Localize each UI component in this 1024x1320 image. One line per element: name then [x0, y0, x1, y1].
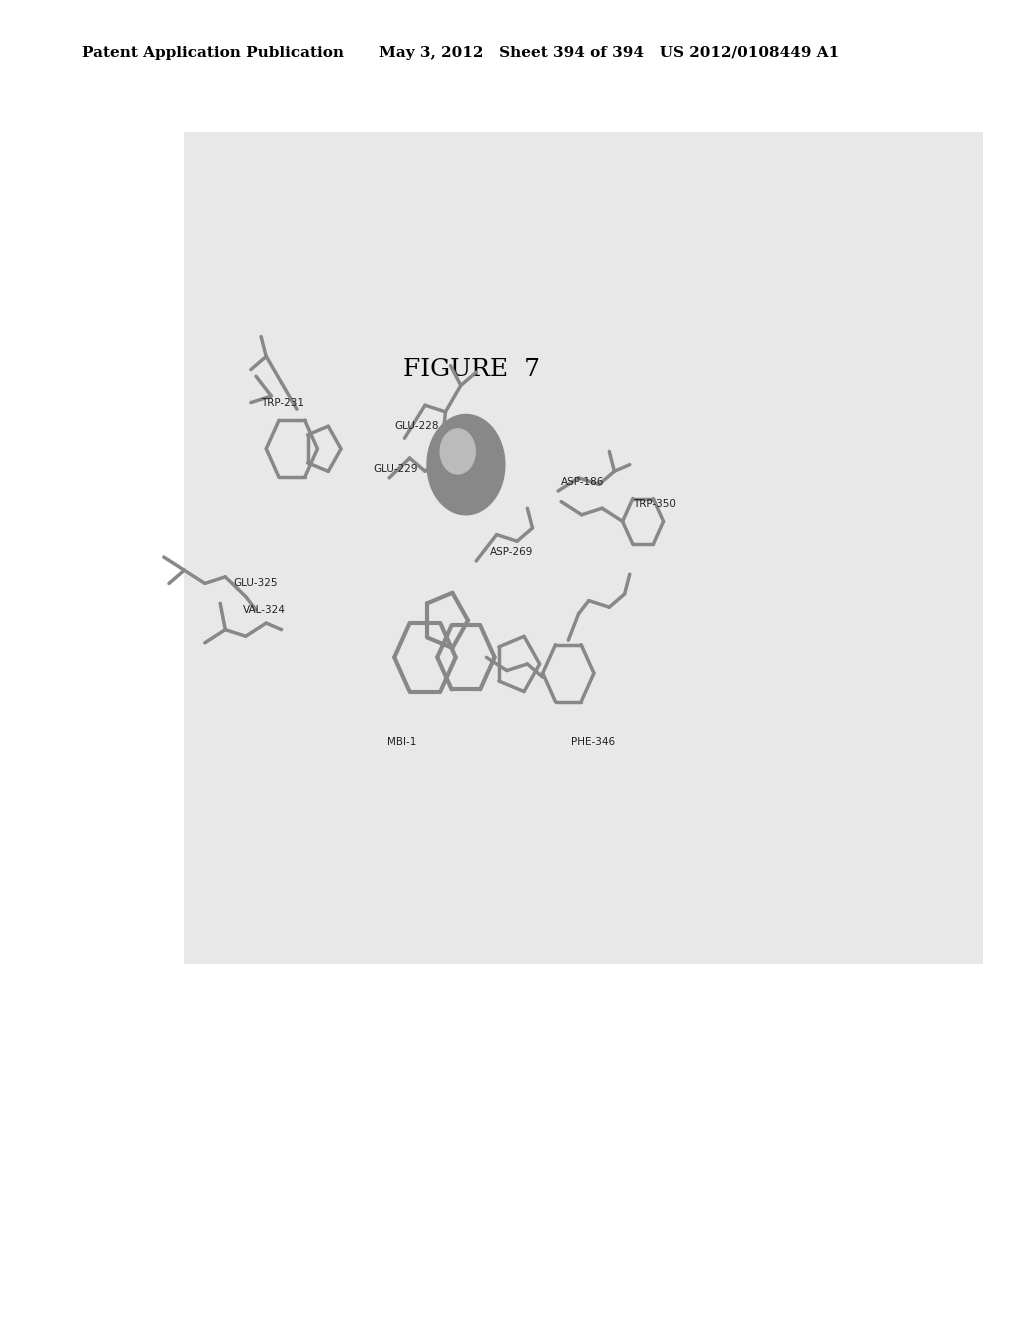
Text: May 3, 2012   Sheet 394 of 394   US 2012/0108449 A1: May 3, 2012 Sheet 394 of 394 US 2012/010…	[379, 46, 839, 61]
Text: GLU-228: GLU-228	[394, 421, 438, 432]
Circle shape	[427, 414, 505, 515]
FancyBboxPatch shape	[184, 132, 983, 964]
Text: GLU-229: GLU-229	[374, 463, 418, 474]
Text: Patent Application Publication: Patent Application Publication	[82, 46, 344, 61]
Text: VAL-324: VAL-324	[243, 605, 286, 615]
Text: GLU-325: GLU-325	[233, 578, 278, 589]
Text: FIGURE  7: FIGURE 7	[402, 358, 540, 381]
Text: ASP-269: ASP-269	[489, 546, 532, 557]
Text: MBI-1: MBI-1	[387, 737, 417, 747]
Text: TRP-350: TRP-350	[633, 499, 676, 510]
Circle shape	[440, 429, 475, 474]
Text: ASP-186: ASP-186	[561, 477, 604, 487]
Text: TRP-231: TRP-231	[261, 397, 304, 408]
Text: PHE-346: PHE-346	[571, 737, 615, 747]
